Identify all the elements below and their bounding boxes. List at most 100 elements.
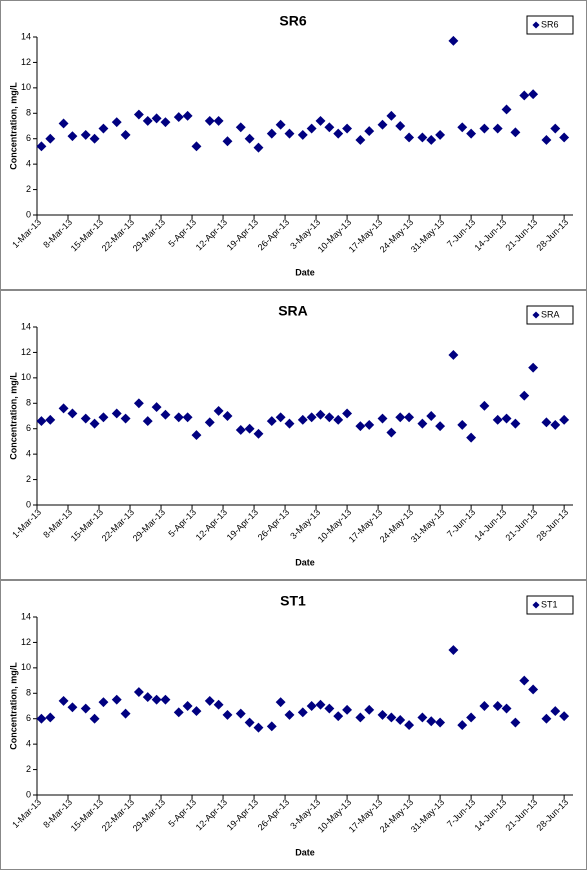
y-tick-label: 8 [26,108,31,118]
data-point [355,135,366,145]
data-point [36,416,47,427]
data-point [466,128,477,139]
y-tick-label: 10 [21,662,31,672]
data-point [58,118,69,129]
panel-border [0,0,587,290]
data-point [501,413,512,424]
data-point [479,701,490,711]
y-tick-label: 6 [26,423,31,433]
y-axis-title: Concentration, mg/L [8,82,18,170]
data-point [284,128,295,139]
data-point [541,713,552,724]
data-point [492,701,503,711]
data-point [133,687,144,697]
data-point [89,133,100,144]
y-tick-label: 12 [21,637,31,647]
data-point [315,699,326,710]
data-point [333,128,344,139]
data-point [435,717,446,728]
y-tick-label: 8 [26,688,31,698]
data-point [151,113,162,124]
data-point [435,129,446,140]
data-point [45,414,56,425]
y-tick-label: 8 [26,398,31,408]
y-tick-label: 0 [26,499,31,509]
data-point [550,706,561,717]
data-point [173,707,184,718]
data-point [306,701,317,711]
data-point [541,417,552,428]
data-point [510,418,521,429]
legend-marker [532,21,540,29]
data-point [342,123,353,134]
data-point [559,414,570,425]
data-point [191,141,202,152]
data-point [45,133,56,144]
y-tick-label: 2 [26,474,31,484]
x-axis-title: Date [295,847,315,857]
data-point [426,135,437,145]
data-point [182,110,193,121]
data-point [213,115,224,126]
data-point [510,127,521,138]
data-point [244,717,255,728]
data-point [395,715,406,725]
data-point [173,112,184,123]
legend-marker [532,311,540,319]
data-point [435,421,446,432]
data-point [235,425,246,435]
y-tick-label: 14 [21,31,31,41]
y-tick-label: 2 [26,184,31,194]
data-point [492,414,503,425]
data-point [519,90,530,101]
data-point [244,423,255,434]
data-point [377,413,388,424]
panel-border [0,290,587,580]
data-point [191,430,202,441]
data-point [559,711,570,722]
legend-box [526,595,574,615]
y-tick-label: 12 [21,347,31,357]
data-point [541,135,552,145]
data-point [133,398,144,409]
data-point [67,408,78,419]
data-point [80,129,91,140]
data-point [355,421,366,432]
data-point [492,123,503,134]
x-axis-title: Date [295,267,315,277]
data-point [222,411,233,421]
data-point [80,703,91,714]
data-point [519,675,530,686]
data-point [510,717,521,728]
legend-label: SRA [541,309,560,319]
data-point [266,128,277,139]
data-point [204,417,215,428]
data-point [333,414,344,425]
y-tick-label: 2 [26,764,31,774]
data-point [519,390,530,401]
data-point [324,703,335,714]
data-point [297,414,308,425]
chart-title: SR6 [279,13,306,29]
data-point [559,132,570,143]
data-point [213,405,224,416]
data-point [133,109,144,120]
chart-panel: ST1024681012141-Mar-138-Mar-1315-Mar-132… [0,580,587,870]
y-tick-label: 0 [26,789,31,799]
y-tick-label: 12 [21,57,31,67]
data-point [235,708,246,719]
data-point [213,699,224,710]
y-tick-label: 10 [21,372,31,382]
panel-border [0,580,587,870]
data-point [364,126,375,137]
data-point [528,362,539,373]
data-point [426,716,437,727]
data-point [528,684,539,695]
data-point [235,122,246,133]
y-tick-label: 4 [26,449,31,459]
data-point [550,123,561,134]
data-point [253,142,264,153]
data-point [244,133,255,144]
legend-box [526,305,574,325]
legend-label: ST1 [541,599,558,609]
